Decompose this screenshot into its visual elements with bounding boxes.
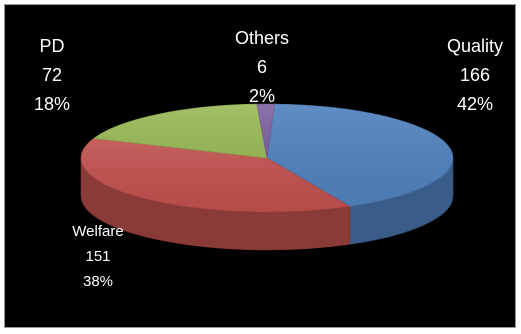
label-pd-name: PD bbox=[39, 36, 64, 56]
pie-slice-sheen-quality bbox=[267, 104, 454, 207]
label-others-name: Others bbox=[235, 28, 289, 48]
label-welfare-value: 151 bbox=[85, 248, 110, 265]
pie-slice-sheen-welfare bbox=[80, 138, 350, 212]
pie-slice-sheen-others bbox=[256, 104, 275, 158]
label-others-percent: 2% bbox=[249, 86, 275, 106]
label-quality-value: 166 bbox=[460, 65, 490, 85]
label-pd-percent: 18% bbox=[34, 94, 70, 114]
label-quality-percent: 42% bbox=[457, 94, 493, 114]
label-welfare-percent: 38% bbox=[83, 273, 113, 290]
label-quality-name: Quality bbox=[447, 36, 503, 56]
label-others-value: 6 bbox=[257, 57, 267, 77]
label-welfare-name: Welfare bbox=[72, 223, 123, 240]
pie-slice-sheen-pd bbox=[93, 104, 268, 158]
label-pd-value: 72 bbox=[42, 65, 62, 85]
